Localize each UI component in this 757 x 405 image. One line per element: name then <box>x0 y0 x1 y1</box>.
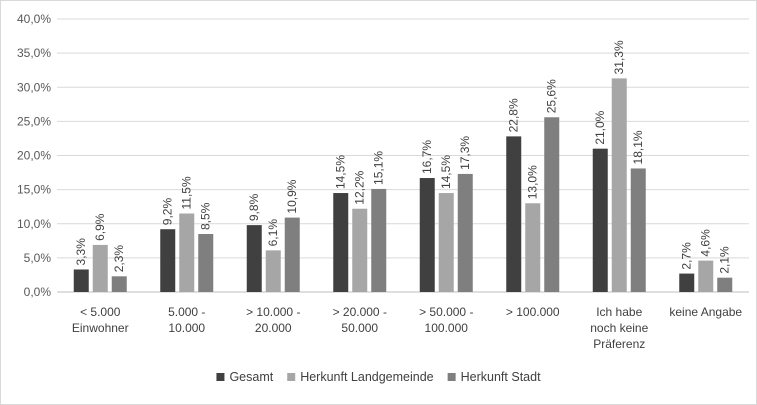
x-tick-label: < 5.000 Einwohner <box>72 305 129 335</box>
x-tick-label-line: keine Angabe <box>669 305 742 319</box>
x-tick-label-line: Ich habe <box>596 305 642 319</box>
bar-gesamt <box>419 178 435 292</box>
data-label: 18,1% <box>631 130 645 164</box>
data-label: 9,2% <box>161 198 175 226</box>
data-label: 14,5% <box>334 155 348 189</box>
bar-gesamt <box>333 193 349 292</box>
bar-herkunft-landgemeinde <box>92 244 108 292</box>
data-label: 11,5% <box>180 176 194 209</box>
data-label: 9,8% <box>247 193 261 221</box>
legend-label: Gesamt <box>229 370 273 384</box>
bar-gesamt <box>73 269 89 292</box>
y-tick-label: 35,0% <box>17 46 51 60</box>
data-label: 6,9% <box>93 213 107 241</box>
x-tick-label-line: > 100.000 <box>506 305 560 319</box>
legend-swatch <box>216 373 225 381</box>
legend-label: Herkunft Landgemeinde <box>300 370 433 384</box>
y-tick-label: 0,0% <box>24 285 52 299</box>
bar-herkunft-stadt <box>630 168 646 292</box>
x-tick-label-line: 100.000 <box>425 321 469 335</box>
data-label: 15,1% <box>372 151 386 185</box>
y-tick-label: 10,0% <box>17 217 51 231</box>
y-tick-label: 40,0% <box>17 12 51 26</box>
data-label: 14,5% <box>439 155 453 189</box>
x-tick-label-line: 10.000 <box>168 321 205 335</box>
data-label: 17,3% <box>458 136 472 170</box>
x-tick-label-line: > 10.000 - <box>246 305 300 319</box>
bar-herkunft-stadt <box>284 217 300 292</box>
x-tick-label: > 10.000 - 20.000 <box>246 305 300 335</box>
y-tick-label: 15,0% <box>17 183 51 197</box>
data-label: 4,6% <box>699 229 713 257</box>
bar-gesamt <box>679 273 695 292</box>
bar-herkunft-stadt <box>111 276 127 292</box>
data-label: 21,0% <box>593 110 607 144</box>
x-tick-label: > 20.000 - 50.000 <box>333 305 387 335</box>
bar-gesamt <box>246 225 262 292</box>
bar-herkunft-landgemeinde <box>698 260 714 292</box>
x-tick-label-line: Präferenz <box>593 337 645 351</box>
data-label: 13,0% <box>526 165 540 199</box>
x-tick-label-line: noch keine <box>590 321 648 335</box>
x-tick-label: 5.000 - 10.000 <box>168 305 205 335</box>
data-label: 2,1% <box>718 246 732 274</box>
data-label: 16,7% <box>420 140 434 174</box>
data-label: 2,7% <box>680 242 694 270</box>
bar-herkunft-landgemeinde <box>611 78 627 292</box>
bar-herkunft-stadt <box>717 277 733 292</box>
bar-herkunft-landgemeinde <box>352 208 368 292</box>
bar-herkunft-landgemeinde <box>179 213 195 292</box>
data-label: 22,8% <box>507 98 521 132</box>
x-tick-label: > 100.000 <box>506 305 560 319</box>
x-tick-label-line: Einwohner <box>72 321 129 335</box>
data-label: 25,6% <box>545 79 559 113</box>
bar-herkunft-landgemeinde <box>438 193 454 292</box>
data-label: 3,3% <box>74 238 88 266</box>
bar-herkunft-landgemeinde <box>525 203 541 292</box>
bar-herkunft-stadt <box>544 117 560 292</box>
data-label: 31,3% <box>612 40 626 74</box>
data-label: 12,2% <box>353 170 367 204</box>
x-tick-label: keine Angabe <box>669 305 742 319</box>
x-tick-label-line: > 20.000 - <box>333 305 387 319</box>
data-label: 6,1% <box>266 219 280 247</box>
x-tick-label-line: 20.000 <box>255 321 292 335</box>
y-tick-label: 25,0% <box>17 114 51 128</box>
y-tick-label: 30,0% <box>17 80 51 94</box>
y-tick-label: 5,0% <box>24 251 52 265</box>
bar-gesamt <box>160 229 176 292</box>
x-tick-label: > 50.000 - 100.000 <box>419 305 473 335</box>
legend-swatch <box>287 373 296 381</box>
bar-herkunft-stadt <box>371 188 387 292</box>
bar-herkunft-landgemeinde <box>265 250 281 292</box>
x-tick-label-line: > 50.000 - <box>419 305 473 319</box>
legend-label: Herkunft Stadt <box>461 370 541 384</box>
data-label: 2,3% <box>112 245 126 273</box>
x-tick-label-line: 5.000 - <box>168 305 205 319</box>
data-label: 8,5% <box>199 202 213 230</box>
x-tick-label-line: < 5.000 <box>80 305 121 319</box>
x-tick-label: Ich habe noch keine Präferenz <box>590 305 648 351</box>
x-tick-label-line: 50.000 <box>341 321 378 335</box>
bar-gesamt <box>592 148 608 292</box>
data-label: 10,9% <box>285 179 299 213</box>
bar-herkunft-stadt <box>457 173 473 292</box>
bar-gesamt <box>506 136 522 292</box>
bar-herkunft-stadt <box>198 233 214 292</box>
y-tick-label: 20,0% <box>17 149 51 163</box>
legend-swatch <box>447 373 456 381</box>
